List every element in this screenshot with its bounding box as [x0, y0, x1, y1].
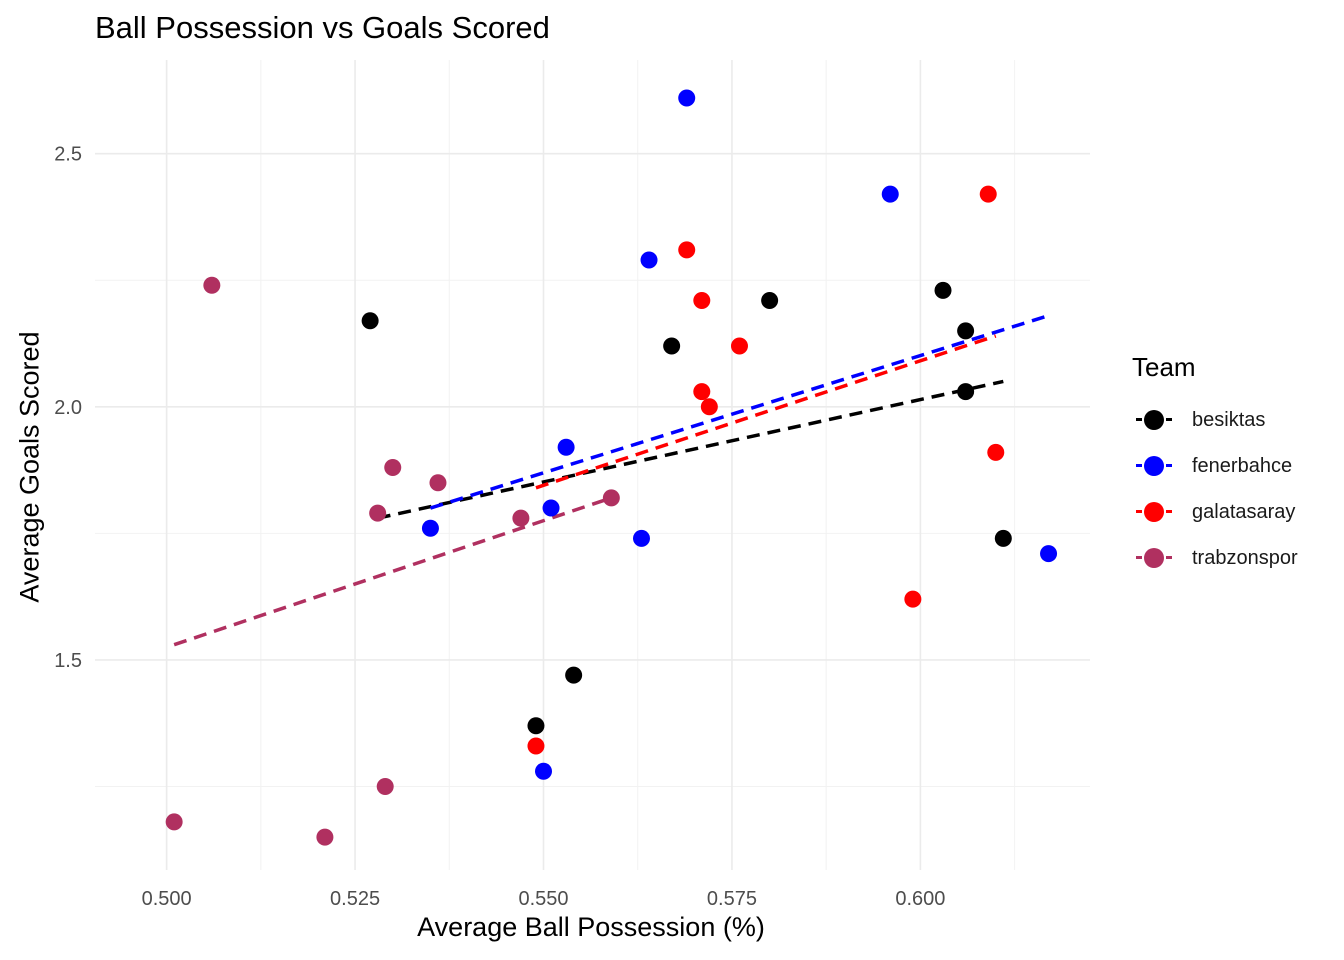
- data-point-galatasaray: [693, 383, 711, 401]
- data-point-besiktas: [994, 529, 1012, 547]
- y-tick-label: 2.5: [54, 144, 82, 166]
- x-tick-label: 0.550: [518, 888, 568, 910]
- data-point-fenerbahce: [421, 519, 439, 537]
- data-point-galatasaray: [527, 737, 545, 755]
- data-point-galatasaray: [987, 443, 1005, 461]
- legend-dot-swatch: [1144, 502, 1164, 522]
- legend-label: besiktas: [1192, 408, 1266, 431]
- data-point-fenerbahce: [678, 89, 696, 107]
- trend-line-trabzonspor: [173, 496, 612, 647]
- data-point-besiktas: [565, 666, 583, 684]
- x-axis-label: Average Ball Possession (%): [417, 912, 765, 942]
- legend-label: trabzonspor: [1192, 546, 1298, 569]
- legend-title: Team: [1132, 352, 1196, 382]
- x-tick-label: 0.500: [142, 888, 192, 910]
- data-point-besiktas: [663, 337, 681, 355]
- data-point-trabzonspor: [602, 489, 620, 507]
- data-point-galatasaray: [678, 241, 696, 259]
- legend-label: fenerbahce: [1192, 454, 1293, 477]
- data-point-fenerbahce: [1040, 545, 1058, 563]
- data-point-fenerbahce: [881, 185, 899, 203]
- data-point-galatasaray: [730, 337, 748, 355]
- data-point-besiktas: [361, 312, 379, 330]
- legend-item-besiktas: besiktas: [1132, 397, 1298, 443]
- legend-label: galatasaray: [1192, 500, 1296, 523]
- data-point-trabzonspor: [512, 509, 530, 527]
- trend-line-besiktas: [377, 379, 1004, 520]
- data-point-fenerbahce: [535, 762, 553, 780]
- data-point-besiktas: [527, 717, 545, 735]
- legend-key: [1132, 443, 1176, 489]
- legend-key: [1132, 535, 1176, 581]
- data-point-besiktas: [957, 383, 975, 401]
- data-point-besiktas: [761, 291, 779, 309]
- data-point-trabzonspor: [369, 504, 387, 522]
- legend-dot-swatch: [1144, 456, 1164, 476]
- data-point-trabzonspor: [429, 474, 447, 492]
- data-point-trabzonspor: [203, 276, 221, 294]
- legend-item-fenerbahce: fenerbahce: [1132, 443, 1298, 489]
- data-point-trabzonspor: [165, 813, 183, 831]
- y-tick-label: 2.0: [54, 397, 82, 419]
- trend-line-fenerbahce: [429, 313, 1050, 510]
- data-point-trabzonspor: [384, 459, 402, 477]
- legend-dot-swatch: [1144, 410, 1164, 430]
- legend-item-trabzonspor: trabzonspor: [1132, 535, 1298, 581]
- legend-items: besiktas fenerbahce galatasaray trabzonspor: [1132, 397, 1298, 581]
- legend-key: [1132, 397, 1176, 443]
- data-point-besiktas: [957, 322, 975, 340]
- legend-key: [1132, 489, 1176, 535]
- x-tick-label: 0.600: [895, 888, 945, 910]
- data-point-galatasaray: [904, 590, 922, 608]
- y-axis-label: Average Goals Scored: [14, 331, 45, 603]
- x-tick-label: 0.525: [330, 888, 380, 910]
- legend-item-galatasaray: galatasaray: [1132, 489, 1298, 535]
- data-point-fenerbahce: [557, 438, 575, 456]
- data-point-trabzonspor: [316, 828, 334, 846]
- y-tick-label: 1.5: [54, 650, 82, 672]
- data-point-fenerbahce: [640, 251, 658, 269]
- chart-title: Ball Possession vs Goals Scored: [95, 10, 550, 45]
- data-point-fenerbahce: [632, 529, 650, 547]
- x-tick-label: 0.575: [707, 888, 757, 910]
- trend-line-galatasaray: [535, 334, 997, 490]
- data-point-besiktas: [934, 281, 952, 299]
- data-point-galatasaray: [979, 185, 997, 203]
- legend: Team besiktas fenerbahce galatasaray trabzo…: [1132, 352, 1298, 581]
- legend-dot-swatch: [1144, 548, 1164, 568]
- data-point-galatasaray: [693, 291, 711, 309]
- data-point-galatasaray: [700, 398, 718, 416]
- data-point-fenerbahce: [542, 499, 560, 517]
- data-point-trabzonspor: [376, 777, 394, 795]
